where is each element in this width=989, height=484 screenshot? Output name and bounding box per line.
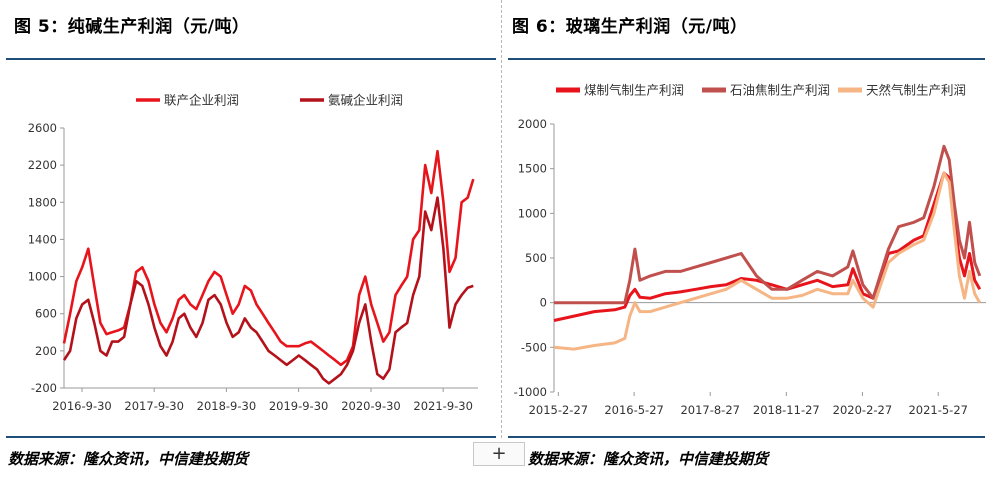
x-tick-label: 2016-9-30: [52, 399, 112, 413]
y-tick-label: 500: [525, 251, 547, 265]
legend-label: 天然气制生产利润: [866, 83, 966, 98]
legend-label: 煤制气制生产利润: [584, 83, 684, 98]
source-note-left: 数据来源：隆众资讯，中信建投期货: [8, 450, 249, 468]
glass-profit-chart: -1000 -500 0 500 1000 1500 2000 2015-2-27 2016-5…: [514, 83, 986, 417]
source-note-right: 数据来源：隆众资讯，中信建投期货: [528, 450, 769, 468]
y-tick-label: 2200: [28, 158, 57, 172]
footer-rule-left: [6, 436, 496, 438]
x-tick-label: 2015-2-27: [529, 403, 589, 417]
x-tick-label: 2020-9-30: [341, 399, 401, 413]
y-tick-label: 2600: [28, 121, 57, 135]
panel-separator: [501, 0, 502, 438]
y-tick-label: 200: [35, 344, 57, 358]
x-tick-label: 2017-8-27: [680, 403, 740, 417]
series-line: [62, 196, 474, 385]
title-rule-left: [6, 58, 496, 60]
y-tick-label: -200: [31, 381, 57, 395]
y-tick-label: 2000: [518, 117, 547, 131]
x-tick-label: 2021-5-27: [908, 403, 968, 417]
soda-ash-profit-chart: -200 200 600 1000 1400 1800 2200 2600 2016-9-30 2…: [28, 93, 478, 413]
x-tick-label: 2017-9-30: [124, 399, 184, 413]
y-tick-label: 1500: [518, 162, 547, 176]
y-tick-label: 600: [35, 307, 57, 321]
x-tick-label: 2020-2-27: [833, 403, 893, 417]
series-line: [553, 171, 982, 322]
title-rule-right: [508, 58, 985, 60]
x-tick-label: 2018-9-30: [197, 399, 257, 413]
y-tick-label: 1400: [28, 232, 57, 246]
legend-label: 氨碱企业利润: [328, 93, 403, 108]
add-button[interactable]: +: [473, 442, 525, 466]
y-tick-label: -1000: [514, 385, 547, 399]
y-tick-label: 1000: [28, 270, 57, 284]
x-tick-label: 2016-5-27: [604, 403, 664, 417]
y-tick-label: 1000: [518, 206, 547, 220]
chart-title-soda-ash: 图 5：纯碱生产利润（元/吨）: [14, 17, 250, 37]
series-line: [554, 144, 982, 305]
x-tick-label: 2018-11-27: [753, 403, 820, 417]
series-line: [553, 171, 982, 351]
x-tick-label: 2019-9-30: [269, 399, 329, 413]
chart-title-glass: 图 6：玻璃生产利润（元/吨）: [512, 17, 748, 37]
footer-rule-right: [508, 436, 985, 438]
y-tick-label: -500: [521, 340, 547, 354]
y-tick-label: 1800: [28, 195, 57, 209]
legend-label: 联产企业利润: [164, 93, 239, 108]
x-tick-label: 2021-9-30: [413, 399, 473, 413]
legend-label: 石油焦制生产利润: [730, 83, 830, 98]
y-tick-label: 0: [540, 296, 547, 310]
